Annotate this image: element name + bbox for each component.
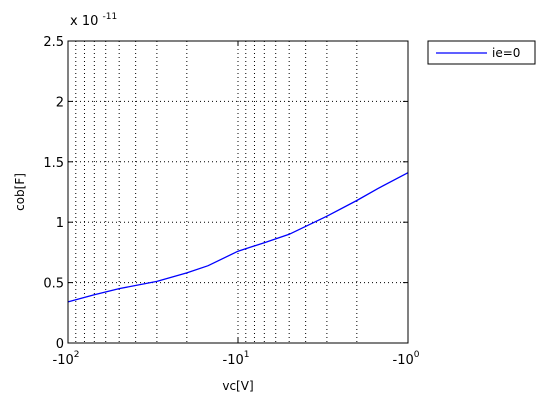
- legend: ie=0: [427, 40, 536, 65]
- x-axis-label: vc[V]: [222, 379, 253, 393]
- series-line: [67, 172, 409, 303]
- x-tick-label: -101: [223, 350, 250, 368]
- y-axis-label: cob[F]: [13, 173, 27, 211]
- y-multiplier: x 10 -11: [70, 12, 117, 29]
- axis-ticks: 0 0.5 1 1.5 2 2.5 -102 -101 -100: [43, 35, 419, 368]
- y-tick-label: 1: [56, 216, 64, 231]
- y-tick-label: 1.5: [43, 156, 64, 171]
- series-layer: [67, 172, 409, 303]
- x-tick-label: -102: [53, 350, 80, 368]
- y-multiplier-exponent: -11: [103, 12, 118, 22]
- y-tick-label: 2: [56, 95, 64, 110]
- grid: [68, 41, 408, 343]
- legend-label: ie=0: [492, 46, 520, 60]
- y-tick-label: 0.5: [43, 277, 64, 292]
- y-tick-label: 2.5: [43, 35, 64, 50]
- x-tick-label: -100: [393, 350, 420, 368]
- y-tick-label: 0: [56, 337, 64, 352]
- plot-area: [68, 41, 408, 343]
- y-multiplier-label: x 10: [70, 14, 98, 29]
